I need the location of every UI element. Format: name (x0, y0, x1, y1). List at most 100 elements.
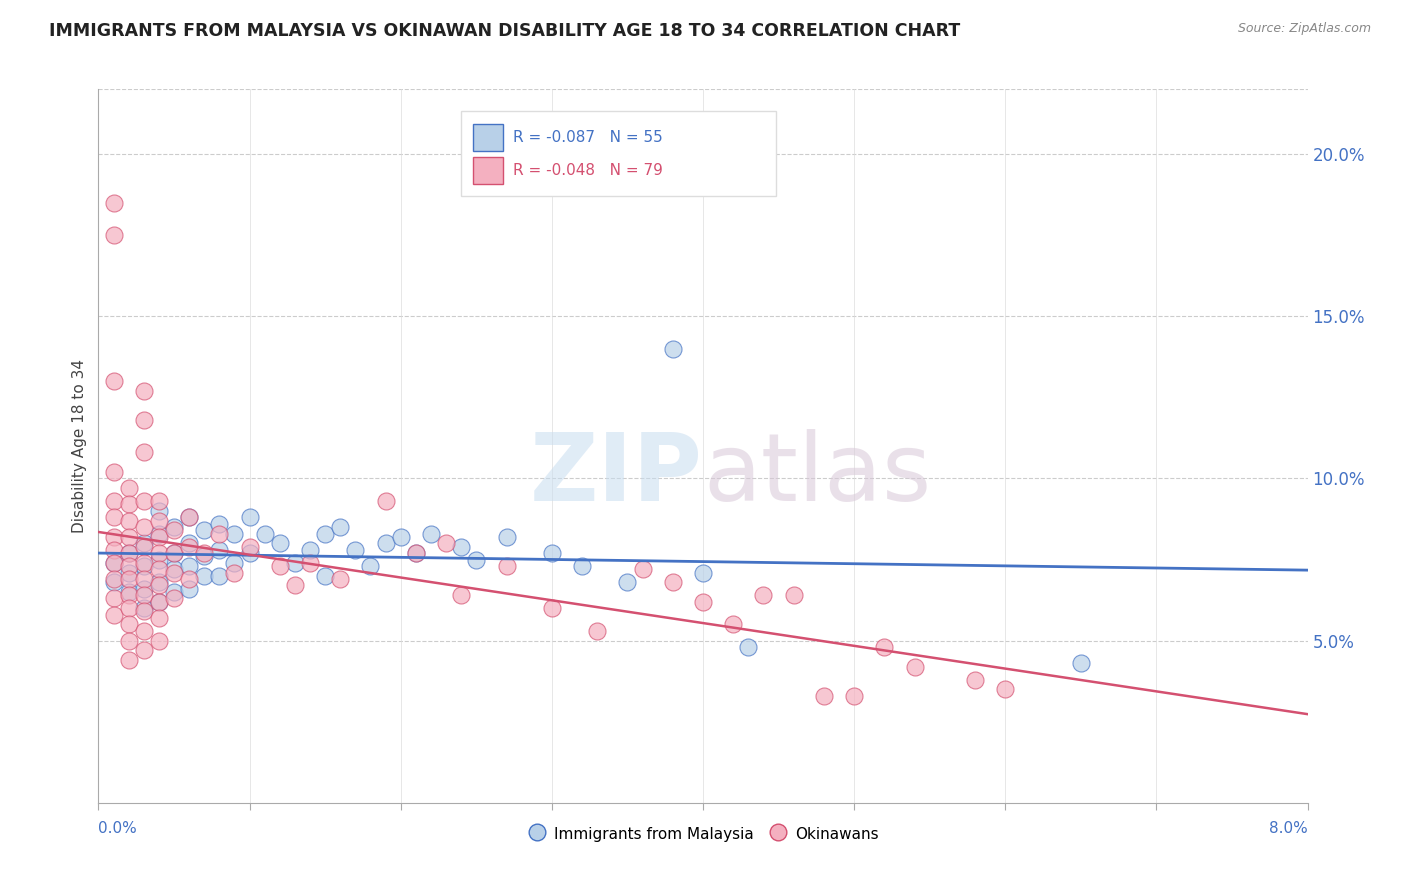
Point (434, 536, 457, 550)
Text: R = -0.048   N = 79: R = -0.048 N = 79 (513, 163, 664, 178)
Point (132, 536, 155, 550)
Point (132, 384, 155, 398)
Point (1070, 657, 1092, 671)
Point (103, 228, 125, 243)
Point (118, 601, 141, 615)
Point (405, 546, 427, 560)
Point (344, 542, 367, 557)
Point (540, 546, 562, 560)
Point (163, 591, 186, 606)
Point (163, 566, 186, 580)
Point (904, 659, 927, 673)
Point (994, 682, 1017, 697)
Text: ZIP: ZIP (530, 428, 703, 521)
Point (374, 536, 396, 550)
Point (148, 494, 170, 508)
Point (495, 530, 517, 544)
Point (179, 559, 201, 574)
Point (224, 566, 246, 580)
Point (148, 595, 170, 609)
Point (239, 540, 262, 554)
Point (103, 465, 125, 479)
Point (631, 562, 654, 576)
Point (208, 542, 231, 557)
Point (752, 588, 775, 602)
Point (132, 556, 155, 570)
Point (118, 514, 141, 528)
Point (132, 559, 155, 574)
Point (284, 556, 307, 570)
Point (103, 607, 125, 622)
Point (118, 566, 141, 580)
Point (208, 526, 231, 541)
Point (239, 546, 262, 560)
Point (329, 520, 352, 534)
Point (118, 530, 141, 544)
Point (148, 595, 170, 609)
Text: 0.0%: 0.0% (98, 821, 138, 836)
Point (571, 559, 593, 574)
Point (540, 601, 562, 615)
Point (103, 494, 125, 508)
Point (118, 588, 141, 602)
Point (148, 611, 170, 625)
Point (132, 604, 155, 618)
Point (132, 572, 155, 586)
Point (103, 572, 125, 586)
Point (118, 572, 141, 586)
Point (103, 591, 125, 606)
Point (163, 524, 186, 538)
Point (224, 526, 246, 541)
Text: R = -0.087   N = 55: R = -0.087 N = 55 (513, 130, 662, 145)
Point (193, 568, 215, 582)
Point (148, 514, 170, 528)
Point (965, 673, 987, 687)
Point (148, 575, 170, 590)
Point (132, 582, 155, 596)
Point (873, 640, 896, 654)
Point (132, 520, 155, 534)
Point (132, 624, 155, 638)
Point (692, 566, 714, 580)
Point (224, 556, 246, 570)
Point (661, 342, 683, 356)
Point (103, 575, 125, 590)
Point (163, 546, 186, 560)
Text: IMMIGRANTS FROM MALAYSIA VS OKINAWAN DISABILITY AGE 18 TO 34 CORRELATION CHART: IMMIGRANTS FROM MALAYSIA VS OKINAWAN DIS… (49, 22, 960, 40)
Point (389, 530, 412, 544)
Point (844, 689, 866, 703)
Bar (474, 124, 503, 152)
Point (103, 374, 125, 388)
Point (132, 494, 155, 508)
Bar (474, 157, 503, 184)
Point (450, 540, 472, 554)
Point (118, 653, 141, 667)
Point (118, 546, 141, 560)
Point (314, 526, 336, 541)
Text: 8.0%: 8.0% (1268, 821, 1308, 836)
Point (179, 572, 201, 586)
Point (132, 413, 155, 427)
FancyBboxPatch shape (461, 111, 776, 196)
Point (692, 595, 714, 609)
Text: atlas: atlas (703, 428, 931, 521)
Point (269, 536, 291, 550)
Point (179, 582, 201, 596)
Point (360, 559, 382, 574)
Point (284, 578, 307, 592)
Point (179, 540, 201, 554)
Point (208, 568, 231, 582)
Point (269, 559, 291, 574)
Point (118, 633, 141, 648)
Point (208, 516, 231, 531)
Point (163, 520, 186, 534)
Point (132, 445, 155, 459)
Point (163, 546, 186, 560)
Point (148, 530, 170, 544)
Point (148, 526, 170, 541)
Point (148, 552, 170, 566)
Point (193, 549, 215, 564)
Point (193, 546, 215, 560)
Point (239, 510, 262, 524)
Point (314, 568, 336, 582)
